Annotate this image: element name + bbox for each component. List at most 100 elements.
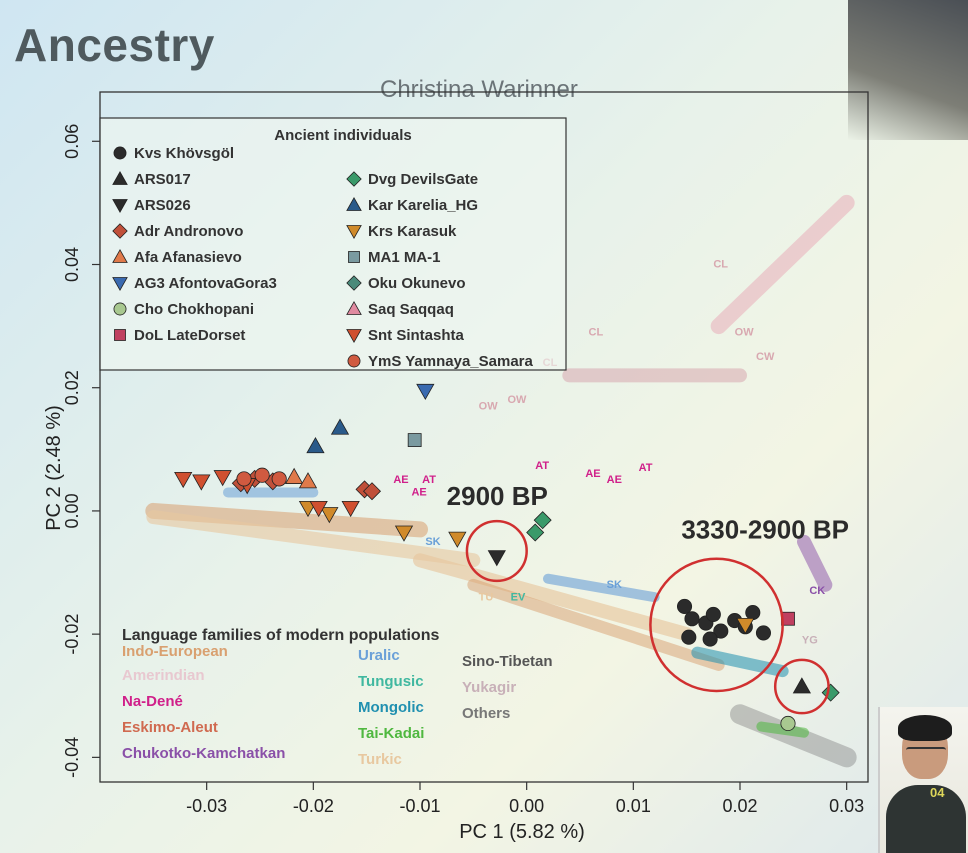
- ancient-point-kvs: [684, 611, 700, 627]
- ancient-point-kvs: [755, 625, 772, 641]
- modern-population-label: YG: [802, 634, 818, 646]
- ancient-point-dvg: [821, 683, 840, 702]
- language-family-label: Na-Dené: [122, 693, 183, 710]
- legend-symbol-snt: [346, 329, 362, 343]
- cluster-band: [145, 502, 428, 538]
- language-family-label: Tai-Kadai: [358, 725, 424, 742]
- legend-entry: Krs Karasuk: [368, 223, 457, 240]
- x-tick-label: 0.02: [722, 796, 757, 816]
- ancient-point-snt: [174, 471, 193, 489]
- x-tick-label: -0.01: [399, 796, 440, 816]
- cluster-band: [413, 553, 694, 642]
- ancient-point-dvg: [526, 523, 545, 542]
- presenter-glasses: [906, 747, 946, 759]
- legend-symbol-ars026: [112, 199, 128, 213]
- annotation-label: 3330-2900 BP: [681, 515, 849, 545]
- ancient-point-krs: [320, 507, 339, 524]
- legend-entry: Oku Okunevo: [368, 275, 466, 292]
- ancient-point-ars026: [487, 550, 506, 567]
- ancient-point-snt: [192, 474, 211, 491]
- legend-entry: Kvs Khövsgöl: [134, 145, 234, 162]
- language-legend: Language families of modern populationsI…: [122, 627, 553, 768]
- ancient-point-kvs: [681, 629, 697, 645]
- legend-symbol-krs: [346, 225, 362, 239]
- annotation-label: 2900 BP: [447, 481, 548, 511]
- ancient-point-krs: [448, 531, 467, 548]
- modern-population-label: AT: [422, 474, 436, 486]
- ancient-point-krs: [736, 618, 755, 635]
- y-tick-label: -0.02: [62, 614, 82, 655]
- x-tick-label: 0.01: [616, 796, 651, 816]
- modern-population-label: AT: [535, 460, 549, 472]
- ancient-point-kvs: [745, 605, 761, 621]
- ancient-legend: Ancient individuals Kvs Khövsgöl ARS017 ARS…: [99, 117, 567, 371]
- modern-population-label: AE: [585, 468, 600, 480]
- language-family-label: Tungusic: [358, 673, 424, 690]
- legend-symbol-afa: [112, 249, 128, 263]
- cluster-band: [691, 646, 789, 678]
- legend-entry: AG3 AfontovaGora3: [134, 275, 277, 292]
- ancient-point-snt: [309, 500, 328, 518]
- highlight-circles: [465, 519, 830, 715]
- legend-entry: Afa Afanasievo: [134, 249, 242, 266]
- modern-population-label: AE: [411, 487, 426, 499]
- legend-symbol-cho: [113, 302, 127, 316]
- modern-population-labels: AEATAEATAEAEATOWOWCLCLCLOWCWSKSKYGCKEVTU: [393, 259, 825, 647]
- ancient-point-afa: [298, 472, 318, 489]
- legend-entry: ARS026: [134, 197, 191, 214]
- legend-entry: Kar Karelia_HG: [368, 197, 478, 214]
- y-tick-label: 0.00: [62, 493, 82, 528]
- modern-population-label: CL: [713, 259, 728, 271]
- y-tick-label: 0.06: [62, 124, 82, 159]
- language-family-label: Eskimo-Aleut: [122, 719, 218, 736]
- cluster-band: [543, 573, 660, 603]
- modern-population-clusters: [145, 194, 857, 768]
- modern-population-label: AE: [393, 474, 408, 486]
- legend-symbol-saq: [346, 301, 362, 315]
- modern-population-label: AT: [639, 462, 653, 474]
- modern-population-label: TU: [479, 591, 494, 603]
- ancient-point-yms: [271, 471, 287, 487]
- ancient-point-yms: [254, 467, 270, 483]
- x-tick-label: -0.03: [186, 796, 227, 816]
- slide-title: Ancestry: [14, 19, 215, 71]
- modern-population-label: AE: [607, 474, 622, 486]
- ancient-point-dvg: [533, 511, 552, 530]
- legend-box: [99, 117, 567, 371]
- language-family-label: Sino-Tibetan: [462, 653, 553, 670]
- y-tick-label: 0.04: [62, 247, 82, 282]
- y-tick-label: -0.04: [62, 737, 82, 778]
- plot-frame: [99, 91, 869, 783]
- ancient-points: [174, 383, 840, 732]
- language-family-label: Yukagir: [462, 679, 516, 696]
- y-tick-label: 0.02: [62, 370, 82, 405]
- ancient-point-krs: [394, 525, 414, 542]
- ancient-point-yms: [236, 471, 252, 487]
- legend-entry: MA1 MA-1: [368, 249, 441, 266]
- cluster-band: [756, 721, 809, 738]
- ancient-point-afa: [284, 467, 304, 484]
- modern-population-label: CK: [809, 585, 825, 597]
- x-tick-label: -0.02: [293, 796, 334, 816]
- language-family-label: Uralic: [358, 647, 400, 664]
- legend-symbol-dvg: [346, 171, 362, 187]
- ancient-point-kvs: [702, 631, 718, 647]
- legend-symbol-ag3: [112, 277, 128, 291]
- language-legend-title: Language families of modern populations: [122, 627, 439, 644]
- annotations: 2900 BP 3330-2900 BP: [447, 481, 849, 545]
- legend-symbol-dol: [114, 329, 126, 341]
- legend-symbol-yms: [347, 354, 361, 368]
- ancient-point-ma1: [407, 433, 422, 447]
- ancient-point-kar: [306, 436, 325, 454]
- y-axis-label: PC 2 (2.48 %): [43, 405, 65, 531]
- legend-entry: Adr Andronovo: [134, 223, 243, 240]
- legend-entry: YmS Yamnaya_Samara: [368, 353, 533, 370]
- legend-title: Ancient individuals: [274, 127, 412, 144]
- ancient-point-kvs: [705, 606, 721, 622]
- legend-symbol-ars017: [112, 171, 128, 185]
- x-axis-label: PC 1 (5.82 %): [459, 821, 585, 843]
- language-family-label: Indo-European: [122, 643, 228, 660]
- legend-entry: Dvg DevilsGate: [368, 171, 478, 188]
- modern-population-label: OW: [507, 394, 527, 406]
